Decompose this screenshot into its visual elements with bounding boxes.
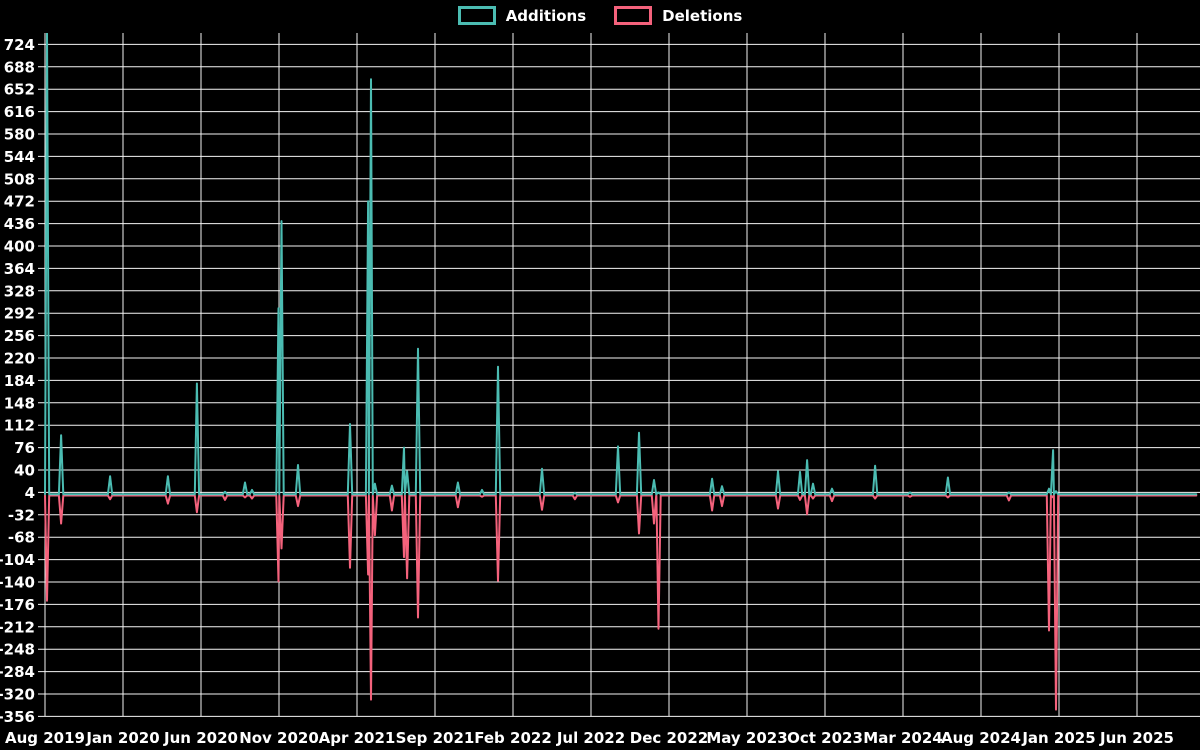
x-axis-tick-label: Nov 2020 [239,729,319,747]
additions-swatch-icon [457,6,496,25]
x-axis-tick-label: Jul 2022 [556,729,625,747]
x-axis-tick-label: Jun 2025 [1099,729,1174,747]
x-axis-tick-label: Jun 2020 [163,729,238,747]
x-axis-tick-label: Dec 2022 [630,729,709,747]
y-axis-tick-label: 256 [4,327,35,345]
y-axis-tick-label: 292 [4,305,35,323]
x-axis-tick-label: Mar 2024 [863,729,942,747]
y-axis-tick-label: 724 [4,36,35,54]
x-axis-tick-label: Sep 2021 [396,729,475,747]
x-axis-tick-label: Oct 2023 [787,729,863,747]
y-axis-tick-label: 580 [4,126,35,144]
x-axis-tick-label: Aug 2019 [5,729,85,747]
y-axis-tick-label: 4 [25,484,35,502]
y-axis-tick-label: 472 [4,193,35,211]
y-axis-tick-label: -320 [0,686,35,704]
y-axis-tick-label: 40 [14,462,35,480]
y-axis-tick-label: -212 [0,618,35,636]
y-axis-tick-label: -248 [0,641,35,659]
y-axis-tick-label: -140 [0,574,35,592]
y-axis-tick-label: -104 [0,551,35,569]
legend-label-additions: Additions [505,6,587,25]
y-axis-tick-label: 76 [14,439,35,457]
y-axis-tick-label: 508 [4,170,35,188]
y-axis-tick-label: 112 [4,417,35,435]
deletions-line [44,494,1198,711]
y-axis-tick-label: 544 [4,148,35,166]
legend-item-deletions[interactable]: Deletions [614,6,742,25]
y-axis-tick-label: -68 [8,529,35,547]
x-axis-tick-label: May 2023 [706,729,787,747]
y-axis-tick-label: -284 [0,663,35,681]
y-axis-tick-label: -176 [0,596,35,614]
y-axis-tick-label: 436 [4,215,35,233]
y-axis-tick-label: 328 [4,282,35,300]
x-axis-tick-label: Apr 2021 [319,729,396,747]
x-axis-tick-label: Jan 2020 [85,729,159,747]
x-axis-tick-label: Aug 2024 [941,729,1021,747]
y-axis-tick-label: 220 [4,350,35,368]
y-axis-tick-label: 148 [4,394,35,412]
legend-item-additions[interactable]: Additions [457,6,587,25]
y-axis-tick-label: 364 [4,260,35,278]
y-axis-tick-label: 652 [4,81,35,99]
y-axis-tick-label: 688 [4,58,35,76]
y-axis-tick-label: 184 [4,372,35,390]
deletions-swatch-icon [614,6,653,25]
y-axis-tick-label: -32 [8,506,35,524]
y-axis-tick-label: -356 [0,708,35,726]
legend-label-deletions: Deletions [662,6,743,25]
x-axis-tick-label: Feb 2022 [474,729,552,747]
x-axis-tick-label: Jan 2025 [1021,729,1095,747]
additions-line [44,33,1198,496]
y-axis-tick-label: 616 [4,103,35,121]
y-axis-tick-label: 400 [4,238,35,256]
chart-legend: Additions Deletions [0,6,1200,25]
